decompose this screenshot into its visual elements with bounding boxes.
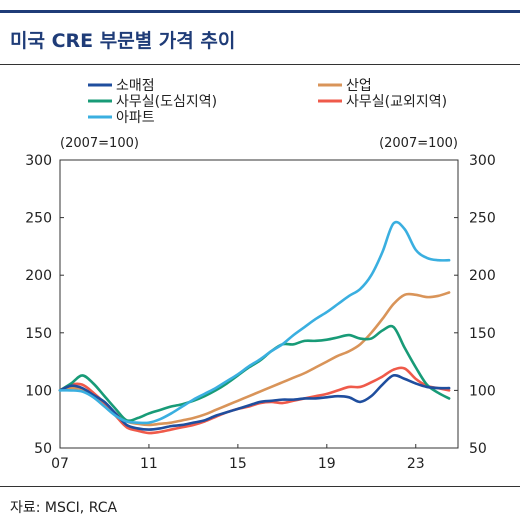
series-line-0 bbox=[58, 373, 451, 431]
legend-item: 산업 bbox=[318, 78, 372, 94]
legend-label: 산업 bbox=[346, 78, 372, 94]
y-tick-label-left: 100 bbox=[25, 383, 52, 399]
legend-label: 소매점 bbox=[116, 78, 155, 94]
left-axis-unit: (2007=100) bbox=[60, 136, 139, 151]
y-tick-label-left: 50 bbox=[34, 441, 52, 457]
plot-area bbox=[58, 220, 451, 435]
source-note: 자료: MSCI, RCA bbox=[10, 500, 118, 516]
y-tick-label-right: 250 bbox=[469, 211, 496, 227]
title-divider bbox=[0, 64, 520, 65]
series-line-2 bbox=[58, 324, 451, 423]
legend-item: 소매점 bbox=[88, 78, 155, 94]
footer-divider bbox=[0, 486, 520, 487]
legend-label: 사무실(도심지역) bbox=[116, 94, 217, 110]
y-tick-label-left: 200 bbox=[25, 268, 52, 284]
page-title: 미국 CRE 부문별 가격 추이 bbox=[10, 30, 236, 52]
legend-label: 사무실(교외지역) bbox=[346, 94, 447, 110]
x-tick-label: 15 bbox=[229, 456, 247, 472]
y-tick-label-left: 150 bbox=[25, 326, 52, 342]
right-axis-unit: (2007=100) bbox=[379, 136, 458, 151]
y-tick-label-right: 50 bbox=[469, 441, 487, 457]
series-line-4 bbox=[58, 220, 451, 425]
plot-frame bbox=[59, 159, 459, 449]
chart-axes: 50 50 100 100 150 150 200 200 250 250 300 300 07 11 15… bbox=[25, 153, 495, 472]
x-tick-label: 11 bbox=[140, 456, 158, 472]
y-tick-label-right: 150 bbox=[469, 326, 496, 342]
x-tick-label: 07 bbox=[51, 456, 69, 472]
y-tick-label-right: 300 bbox=[469, 153, 496, 169]
legend-item: 아파트 bbox=[88, 110, 155, 126]
title-bar-accent bbox=[0, 10, 520, 13]
y-tick-label-left: 300 bbox=[25, 153, 52, 169]
y-tick-label-right: 200 bbox=[469, 268, 496, 284]
legend-item: 사무실(교외지역) bbox=[318, 94, 447, 110]
y-tick-label-right: 100 bbox=[469, 383, 496, 399]
legend-label: 아파트 bbox=[116, 110, 155, 126]
y-tick-label-left: 250 bbox=[25, 211, 52, 227]
x-tick-label: 23 bbox=[407, 456, 425, 472]
x-tick-label: 19 bbox=[318, 456, 336, 472]
legend-item: 사무실(도심지역) bbox=[88, 94, 217, 110]
